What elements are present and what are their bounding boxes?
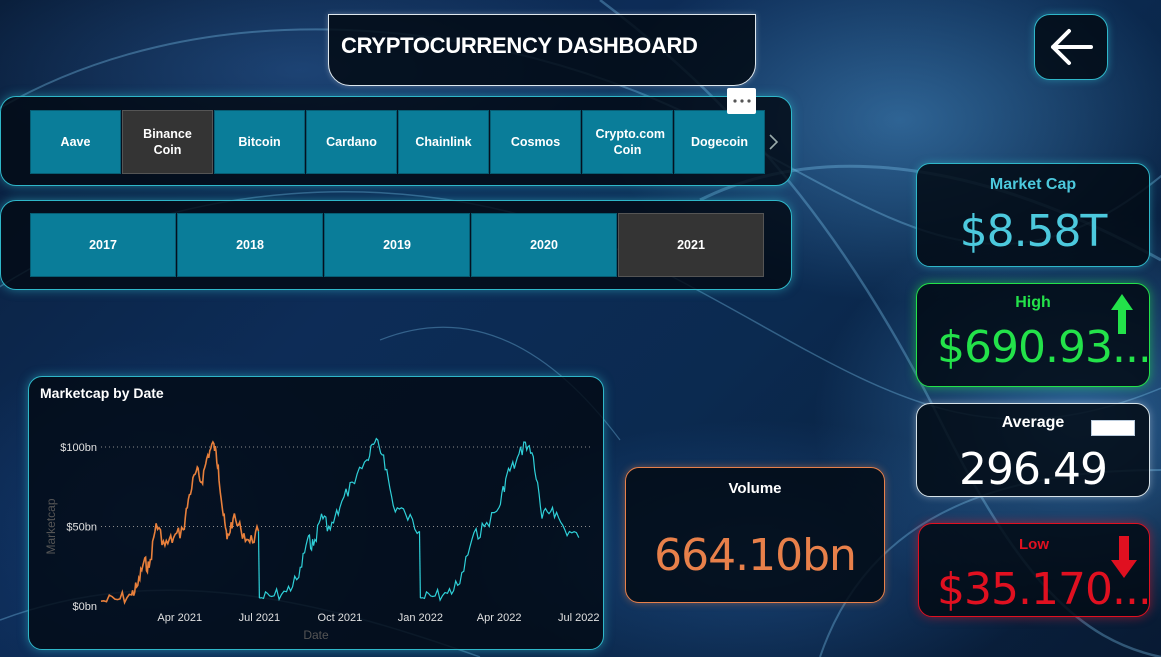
arrow-left-icon xyxy=(1051,29,1093,65)
coin-chip-cardano[interactable]: Cardano xyxy=(306,110,397,174)
more-options-button[interactable] xyxy=(727,88,756,114)
series-drop xyxy=(418,531,421,599)
ellipsis-icon xyxy=(732,99,751,103)
coin-chip-aave[interactable]: Aave xyxy=(30,110,121,174)
y-tick-label: $50bn xyxy=(66,522,97,534)
arrow-down-icon xyxy=(1111,536,1137,578)
dashboard-title-box: CRYPTOCURRENCY DASHBOARD xyxy=(328,14,756,86)
low-label: Low xyxy=(1019,536,1049,553)
chevron-right-icon[interactable] xyxy=(768,132,780,152)
high-card: High $690.93... xyxy=(916,283,1150,387)
average-label: Average xyxy=(1001,414,1065,431)
year-chip-2020[interactable]: 2020 xyxy=(471,213,617,277)
x-tick-label: Jan 2022 xyxy=(398,612,443,624)
volume-value: 664.10bn xyxy=(654,530,857,581)
volume-card: Volume 664.10bn xyxy=(625,467,885,603)
low-card: Low $35.170... xyxy=(918,523,1150,617)
year-chip-2017[interactable]: 2017 xyxy=(30,213,176,277)
coin-chip-label: Aave xyxy=(60,135,91,149)
coin-chip-label: Cosmos xyxy=(510,135,561,149)
coin-slicer: Aave Binance Coin Bitcoin Cardano Chainlink C… xyxy=(30,110,765,174)
average-card: Average 296.49 xyxy=(916,403,1150,497)
coin-chip-label: Chainlink xyxy=(415,135,472,149)
coin-chip-label: Binance Coin xyxy=(143,127,192,157)
high-value: $690.93... xyxy=(937,322,1147,373)
y-axis-title: Marketcap xyxy=(44,498,58,554)
coin-chip-label: Cardano xyxy=(326,135,377,149)
coin-chip-dogecoin[interactable]: Dogecoin xyxy=(674,110,765,174)
series-line-2021-h2 xyxy=(259,437,420,602)
page-title: CRYPTOCURRENCY DASHBOARD xyxy=(341,33,698,58)
coin-chip-crypto-com-coin[interactable]: Crypto.com Coin xyxy=(582,110,673,174)
year-chip-label: 2019 xyxy=(383,238,411,252)
year-chip-2019[interactable]: 2019 xyxy=(324,213,470,277)
x-tick-label: Jul 2021 xyxy=(239,612,281,624)
y-tick-label: $100bn xyxy=(60,442,97,454)
coin-chip-label: Bitcoin xyxy=(238,135,281,149)
market-cap-card: Market Cap $8.58T xyxy=(916,163,1150,267)
year-chip-label: 2021 xyxy=(677,238,705,252)
marketcap-chart-panel: Marketcap by Date $0bn $50bn $100bn Apr 202… xyxy=(28,376,604,650)
year-chip-label: 2018 xyxy=(236,238,264,252)
x-tick-label: Jul 2022 xyxy=(558,612,600,624)
low-value: $35.170... xyxy=(937,564,1147,615)
coin-chip-chainlink[interactable]: Chainlink xyxy=(398,110,489,174)
coin-chip-binance-coin[interactable]: Binance Coin xyxy=(122,110,213,174)
back-button[interactable] xyxy=(1034,14,1108,80)
chart-title: Marketcap by Date xyxy=(40,385,164,401)
x-tick-label: Apr 2022 xyxy=(477,612,522,624)
coin-chip-label: Dogecoin xyxy=(691,135,748,149)
series-line-2022 xyxy=(420,441,580,602)
x-tick-label: Apr 2021 xyxy=(157,612,202,624)
year-slicer: 2017 2018 2019 2020 2021 xyxy=(30,213,764,277)
coin-chip-bitcoin[interactable]: Bitcoin xyxy=(214,110,305,174)
series-line-highlight xyxy=(100,440,260,606)
market-cap-label: Market Cap xyxy=(989,176,1077,193)
year-chip-label: 2017 xyxy=(89,238,117,252)
marketcap-line-chart: $0bn $50bn $100bn Apr 2021 Jul 2021 Oct 2021 J… xyxy=(44,437,600,642)
x-axis-title: Date xyxy=(303,628,329,642)
coin-chip-cosmos[interactable]: Cosmos xyxy=(490,110,581,174)
average-value: 296.49 xyxy=(959,444,1108,495)
market-cap-value: $8.58T xyxy=(959,206,1108,257)
year-chip-label: 2020 xyxy=(530,238,558,252)
high-label: High xyxy=(1015,294,1051,311)
series-drop xyxy=(257,531,260,599)
volume-label: Volume xyxy=(728,480,782,497)
arrow-up-icon xyxy=(1111,294,1133,334)
x-tick-label: Oct 2021 xyxy=(318,612,363,624)
year-chip-2018[interactable]: 2018 xyxy=(177,213,323,277)
y-tick-label: $0bn xyxy=(73,601,97,613)
coin-chip-label: Crypto.com Coin xyxy=(595,127,665,157)
average-indicator-bar xyxy=(1091,420,1135,436)
year-chip-2021[interactable]: 2021 xyxy=(618,213,764,277)
